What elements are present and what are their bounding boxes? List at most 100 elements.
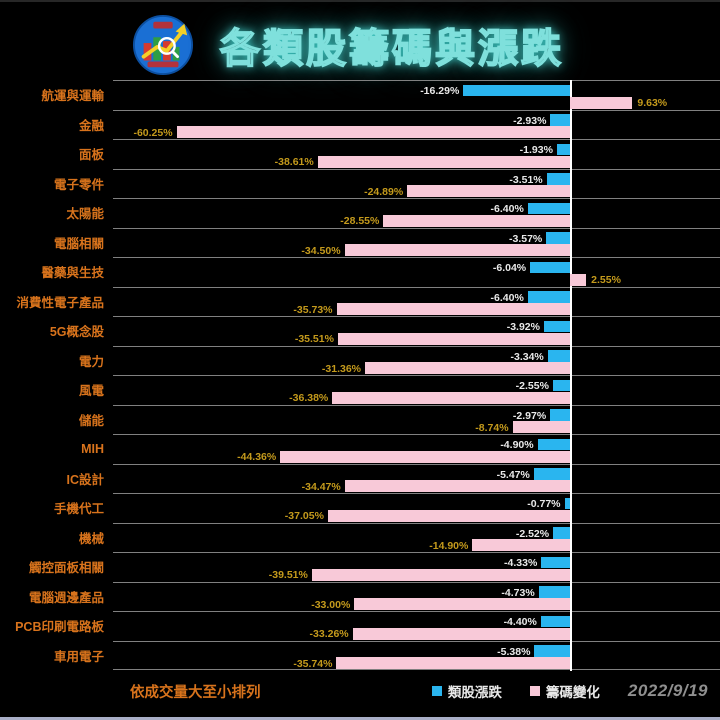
row-plot: -3.92% -35.51%: [113, 316, 720, 346]
chip-change-bar: [352, 627, 570, 640]
chart-row: 電腦相關 -3.57% -34.50%: [0, 227, 720, 258]
category-label: 電腦相關: [53, 236, 104, 251]
chart-row: 手機代工 -0.77% -37.05%: [0, 493, 720, 523]
chip-change-bar: [344, 244, 570, 256]
price-change-bar-value: -6.04%: [492, 262, 527, 274]
row-plot: -4.40% -33.26%: [113, 611, 720, 641]
chip-change-bar: [332, 391, 570, 404]
chart-row: 觸控面板相關 -4.33% -39.51%: [0, 552, 720, 582]
chart-rows: 航運與運輸 -16.29% 9.63% 金融 -2.93% -60.25% 面板 -1.93%…: [0, 80, 720, 670]
price-change-bar-value: -5.47%: [496, 468, 530, 481]
date-label: 2022/9/19: [627, 681, 708, 700]
price-change-bar-value: -4.33%: [504, 557, 538, 569]
category-label: 手機代工: [53, 502, 104, 517]
category-label: 電腦週邊產品: [28, 590, 104, 605]
category-label: 機械: [78, 531, 104, 546]
chip-change-bar-value: -24.89%: [364, 185, 404, 198]
price-change-bar-value: -16.29%: [420, 85, 460, 97]
price-change-bar-value: -6.40%: [490, 203, 524, 215]
blue-legend-swatch: [431, 686, 442, 696]
chip-change-bar: [512, 421, 570, 433]
category-label: 航運與運輸: [41, 89, 104, 104]
legend-item-chip-change: 籌碼變化: [529, 681, 600, 701]
row-plot: -5.38% -35.74%: [113, 640, 720, 670]
category-label: 醫藥與生技: [41, 266, 104, 281]
chart-row: 電力 -3.34% -31.36%: [0, 345, 720, 376]
price-change-bar: [552, 379, 570, 391]
price-change-bar: [534, 645, 570, 657]
row-plot: -16.29% 9.63%: [113, 80, 720, 110]
price-change-bar-value: -2.55%: [515, 380, 549, 392]
chart-row: 金融 -2.93% -60.25%: [0, 109, 720, 140]
category-label: 電子零件: [53, 177, 104, 192]
price-change-bar-value: -3.34%: [510, 350, 544, 363]
row-plot: -2.55% -36.38%: [113, 375, 720, 405]
category-label: 觸控面板相關: [28, 561, 104, 576]
chip-change-bar-value: -28.55%: [340, 215, 380, 227]
category-label: 面板: [78, 148, 104, 163]
chip-change-bar: [280, 450, 570, 463]
chart-row: 5G概念股 -3.92% -35.51%: [0, 316, 720, 346]
category-label: 風電: [78, 384, 104, 399]
price-change-bar: [564, 497, 570, 509]
price-change-bar-value: -3.92%: [506, 321, 540, 333]
chip-change-bar: [354, 598, 570, 610]
chart-row: PCB印刷電路板 -4.40% -33.26%: [0, 611, 720, 641]
price-change-bar-value: -4.90%: [500, 439, 534, 451]
chip-change-bar-value: -33.26%: [309, 628, 349, 640]
category-label: 太陽能: [66, 207, 104, 222]
price-change-bar: [547, 350, 570, 362]
chip-change-bar: [336, 303, 570, 315]
chart-row: IC設計 -5.47% -34.47%: [0, 463, 720, 494]
chart-row: 車用電子 -5.38% -35.74%: [0, 640, 720, 670]
chip-change-bar-value: -44.36%: [237, 451, 277, 463]
chip-change-bar: [569, 273, 587, 286]
price-change-bar-value: -0.77%: [527, 498, 561, 510]
price-change-bar: [527, 291, 570, 303]
price-change-bar: [546, 232, 570, 244]
price-change-bar-value: -4.73%: [501, 586, 535, 599]
bar-chart: 航運與運輸 -16.29% 9.63% 金融 -2.93% -60.25% 面板 -1.93%…: [0, 80, 720, 671]
chip-change-bar-value: -39.51%: [268, 569, 308, 581]
row-plot: -6.04% 2.55%: [113, 257, 720, 287]
pink-legend-swatch: [529, 686, 540, 696]
price-change-bar: [543, 320, 570, 332]
stock-chart-logo-icon: [132, 14, 194, 76]
category-label: 金融: [78, 118, 104, 133]
row-plot: -1.93% -38.61%: [113, 139, 720, 169]
price-change-bar: [530, 261, 570, 273]
price-change-bar: [527, 202, 570, 214]
chip-change-bar-value: -38.61%: [274, 156, 314, 168]
category-label: 儲能: [78, 413, 104, 428]
category-label: 消費性電子產品: [16, 295, 104, 310]
price-change-bar-value: -2.93%: [513, 114, 547, 127]
price-change-bar: [538, 586, 570, 598]
price-change-bar-value: -2.52%: [515, 527, 550, 540]
sort-note: 依成交量大至小排列: [130, 684, 261, 701]
category-label: MIH: [81, 441, 104, 456]
chart-row: 機械 -2.52% -14.90%: [0, 522, 720, 553]
chip-change-bar: [365, 362, 570, 374]
chart-row: 醫藥與生技 -6.04% 2.55%: [0, 257, 720, 287]
chart-row: 消費性電子產品 -6.40% -35.73%: [0, 286, 720, 317]
chart-row: MIH -4.90% -44.36%: [0, 434, 720, 464]
chip-change-bar: [336, 657, 570, 669]
price-change-bar-value: -5.38%: [497, 645, 531, 658]
price-change-bar: [533, 468, 570, 480]
header: 各類股籌碼與漲跌: [0, 2, 708, 78]
row-plot: -5.47% -34.47%: [113, 463, 720, 494]
chip-change-bar: [176, 126, 570, 138]
chart-row: 太陽能 -6.40% -28.55%: [0, 198, 720, 228]
chart-row: 風電 -2.55% -36.38%: [0, 375, 720, 405]
category-label: 車用電子: [53, 649, 104, 664]
zero-axis-line: [569, 80, 572, 671]
legend-label: 類股漲跌: [447, 685, 502, 700]
page-title: 各類股籌碼與漲跌: [219, 26, 564, 72]
row-plot: -4.33% -39.51%: [113, 552, 720, 582]
chip-change-bar: [383, 214, 570, 227]
row-plot: -4.73% -33.00%: [113, 581, 720, 612]
row-plot: -6.40% -28.55%: [113, 198, 720, 228]
chip-change-bar-value: -31.36%: [321, 362, 362, 375]
price-change-bar: [556, 143, 570, 155]
price-change-bar-value: -1.93%: [519, 144, 553, 156]
